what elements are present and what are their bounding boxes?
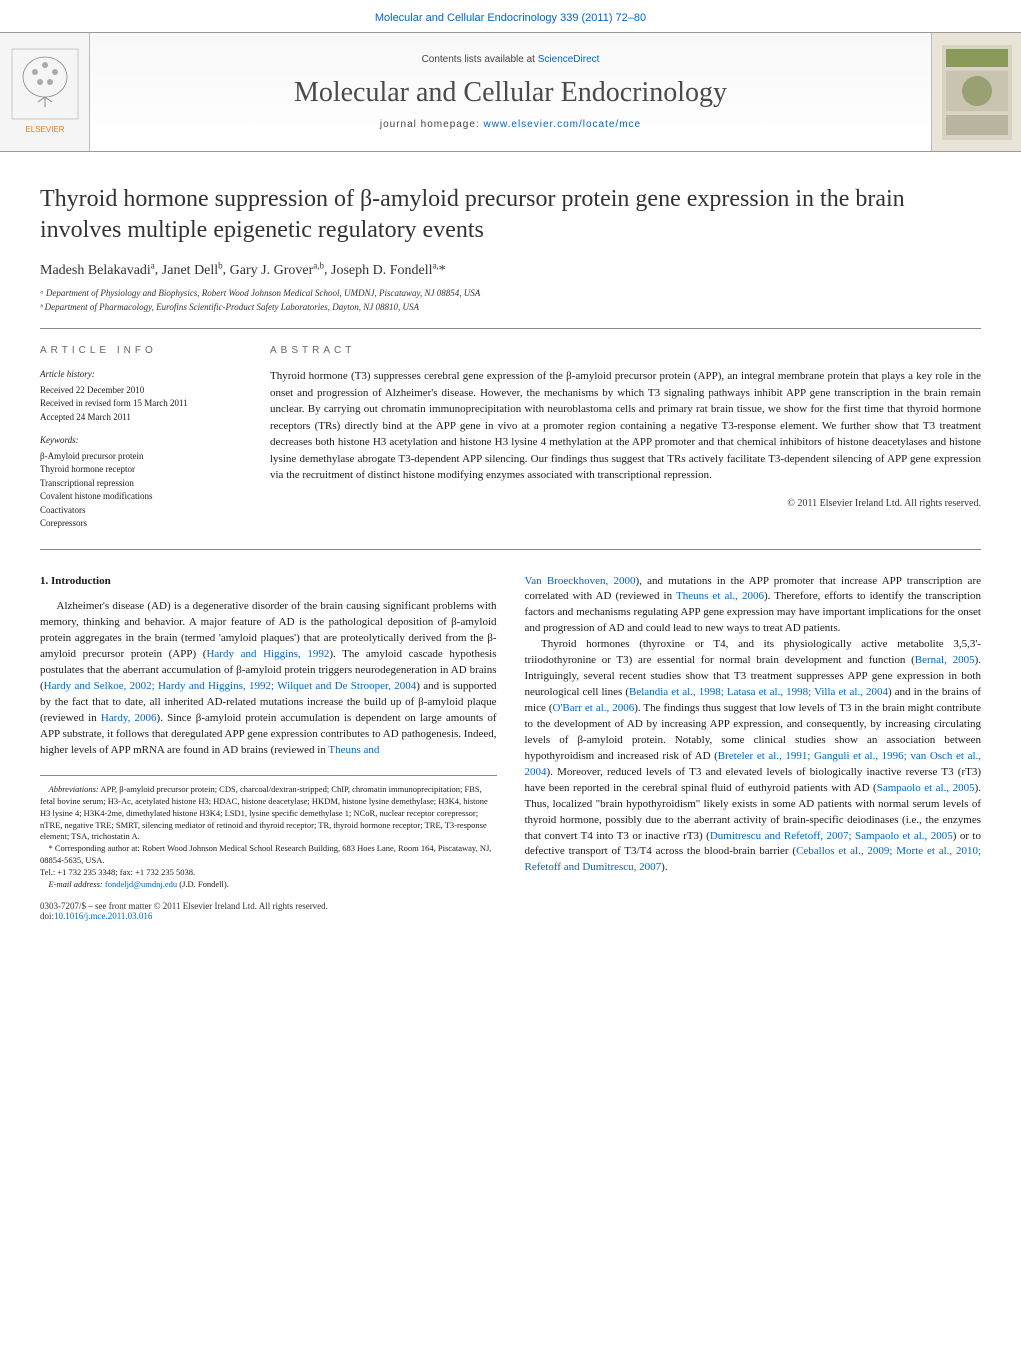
article-history-label: Article history: bbox=[40, 368, 246, 382]
banner-center: Contents lists available at ScienceDirec… bbox=[90, 33, 931, 151]
email-footnote: E-mail address: fondeljd@umdnj.edu (J.D.… bbox=[40, 879, 497, 891]
keyword: Corepressors bbox=[40, 517, 246, 531]
body-paragraph: Van Broeckhoven, 2000), and mutations in… bbox=[525, 574, 982, 638]
doi-link[interactable]: 10.1016/j.mce.2011.03.016 bbox=[54, 911, 152, 921]
corresponding-author-footnote: * Corresponding author at: Robert Wood J… bbox=[40, 843, 497, 867]
citation-link[interactable]: Theuns et al., 2006 bbox=[676, 590, 764, 602]
cover-icon bbox=[942, 45, 1012, 140]
keyword: Transcriptional repression bbox=[40, 477, 246, 491]
doi-block: 0303-7207/$ – see front matter © 2011 El… bbox=[0, 891, 1021, 937]
citation-link[interactable]: Van Broeckhoven, 2000 bbox=[525, 575, 636, 587]
footnotes: Abbreviations: APP, β-amyloid precursor … bbox=[40, 775, 497, 891]
doi-line: doi:10.1016/j.mce.2011.03.016 bbox=[40, 911, 981, 921]
column-left: 1. Introduction Alzheimer's disease (AD)… bbox=[40, 574, 497, 891]
author[interactable]: Gary J. Grovera,b bbox=[230, 263, 324, 278]
author[interactable]: Joseph D. Fondella,* bbox=[331, 263, 446, 278]
citation-link[interactable]: Hardy and Selkoe, 2002; Hardy and Higgin… bbox=[44, 680, 417, 692]
citation-link[interactable]: Bernal, 2005 bbox=[915, 654, 975, 666]
keyword: Covalent histone modifications bbox=[40, 490, 246, 504]
abstract-text: Thyroid hormone (T3) suppresses cerebral… bbox=[270, 368, 981, 484]
body-columns: 1. Introduction Alzheimer's disease (AD)… bbox=[0, 550, 1021, 891]
citation-link[interactable]: Dumitrescu and Refetoff, 2007; Sampaolo … bbox=[710, 830, 953, 842]
keyword: Coactivators bbox=[40, 504, 246, 518]
abstract-copyright: © 2011 Elsevier Ireland Ltd. All rights … bbox=[270, 496, 981, 511]
affiliation: ᵇ Department of Pharmacology, Eurofins S… bbox=[40, 301, 981, 315]
column-right: Van Broeckhoven, 2000), and mutations in… bbox=[525, 574, 982, 891]
elsevier-tree-icon: ELSEVIER bbox=[10, 47, 80, 137]
keywords-label: Keywords: bbox=[40, 434, 246, 448]
abbreviations-footnote: Abbreviations: APP, β-amyloid precursor … bbox=[40, 784, 497, 843]
abstract-heading: abstract bbox=[270, 343, 981, 358]
affiliation: ᵃ Department of Physiology and Biophysic… bbox=[40, 287, 981, 301]
citation-link[interactable]: Sampaolo et al., 2005 bbox=[877, 782, 975, 794]
journal-homepage-line: journal homepage: www.elsevier.com/locat… bbox=[380, 119, 641, 130]
article-info-row: article info Article history: Received 2… bbox=[40, 328, 981, 531]
article-title: Thyroid hormone suppression of β-amyloid… bbox=[0, 152, 1021, 260]
keyword: Thyroid hormone receptor bbox=[40, 463, 246, 477]
running-header: Molecular and Cellular Endocrinology 339… bbox=[0, 0, 1021, 32]
front-matter-line: 0303-7207/$ – see front matter © 2011 El… bbox=[40, 901, 981, 911]
body-paragraph: Thyroid hormones (thyroxine or T4, and i… bbox=[525, 637, 982, 876]
citation-link[interactable]: O'Barr et al., 2006 bbox=[553, 702, 635, 714]
journal-homepage-link[interactable]: www.elsevier.com/locate/mce bbox=[484, 119, 642, 130]
history-item: Received 22 December 2010 bbox=[40, 384, 246, 398]
author[interactable]: Janet Dellb bbox=[162, 263, 223, 278]
citation-link[interactable]: Hardy and Higgins, 1992 bbox=[206, 648, 329, 660]
email-link[interactable]: fondeljd@umdnj.edu bbox=[105, 879, 177, 889]
history-item: Accepted 24 March 2011 bbox=[40, 411, 246, 425]
citation-link[interactable]: Belandia et al., 1998; Latasa et al., 19… bbox=[629, 686, 888, 698]
citation-link[interactable]: Theuns and bbox=[328, 744, 379, 756]
journal-title: Molecular and Cellular Endocrinology bbox=[294, 77, 727, 109]
citation-link[interactable]: Hardy, 2006 bbox=[101, 712, 157, 724]
contents-available-line: Contents lists available at ScienceDirec… bbox=[422, 54, 600, 65]
telephone-footnote: Tel.: +1 732 235 3348; fax: +1 732 235 5… bbox=[40, 867, 497, 879]
keyword: β-Amyloid precursor protein bbox=[40, 450, 246, 464]
author[interactable]: Madesh Belakavadia bbox=[40, 263, 155, 278]
journal-cover-thumbnail[interactable] bbox=[931, 33, 1021, 151]
abstract-block: abstract Thyroid hormone (T3) suppresses… bbox=[270, 343, 981, 531]
author-list: Madesh Belakavadia, Janet Dellb, Gary J.… bbox=[0, 260, 1021, 287]
svg-text:ELSEVIER: ELSEVIER bbox=[25, 125, 64, 134]
article-info-heading: article info bbox=[40, 343, 246, 358]
sciencedirect-link[interactable]: ScienceDirect bbox=[538, 54, 600, 65]
body-paragraph: Alzheimer's disease (AD) is a degenerati… bbox=[40, 599, 497, 758]
article-info-left: article info Article history: Received 2… bbox=[40, 343, 270, 531]
journal-banner: ELSEVIER Contents lists available at Sci… bbox=[0, 32, 1021, 152]
running-header-text[interactable]: Molecular and Cellular Endocrinology 339… bbox=[375, 12, 646, 24]
intro-heading: 1. Introduction bbox=[40, 574, 497, 590]
affiliations: ᵃ Department of Physiology and Biophysic… bbox=[0, 287, 1021, 328]
history-item: Received in revised form 15 March 2011 bbox=[40, 397, 246, 411]
publisher-logo[interactable]: ELSEVIER bbox=[0, 33, 90, 151]
